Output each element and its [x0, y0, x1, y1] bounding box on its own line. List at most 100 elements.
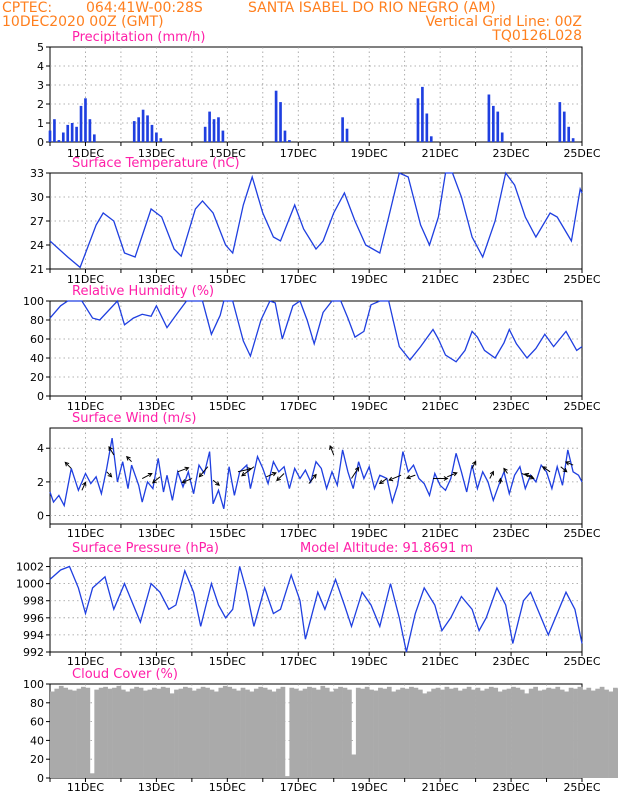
cloud-bar [338, 686, 343, 778]
temp-xtick-label: 11DEC [67, 273, 104, 286]
wind-xtick-label: 15DEC [209, 527, 246, 540]
wind-arrow [64, 461, 72, 469]
pressure-ytick-label: 996 [23, 612, 44, 625]
cloud-bar [369, 689, 374, 778]
cloud-bar [289, 687, 295, 778]
cloud-bar [156, 688, 162, 778]
precip-bar [70, 123, 74, 142]
cloud-xtick-label: 11DEC [67, 781, 104, 794]
cloud-bar [249, 691, 255, 778]
temp-panel: 21 24 27 30 33 11DEC 13DEC 15DEC 17DEC 19DEC 21DEC… [30, 156, 601, 286]
rh-xtick-label: 23DEC [493, 400, 530, 413]
rh-ytick-label: 100 [23, 295, 44, 308]
wind-arrow [198, 466, 209, 478]
pressure-frame [49, 557, 583, 653]
cloud-bar [298, 690, 303, 778]
cloud-bar [431, 688, 436, 778]
wind-arrow [181, 478, 193, 484]
cloud-bar [382, 688, 388, 778]
cloud-ytick-label: 0 [37, 772, 44, 785]
precip-xtick-label: 21DEC [422, 147, 459, 160]
cloud-bar [147, 689, 153, 778]
cloud-bar [134, 686, 139, 778]
cloud-bar [214, 691, 219, 778]
rh-xtick-label: 15DEC [209, 400, 246, 413]
cloud-bar [391, 691, 397, 778]
wind-xtick-label: 23DEC [493, 527, 530, 540]
cloud-bar [417, 689, 423, 778]
pressure-xtick-label: 19DEC [351, 655, 388, 668]
precip-bar [558, 102, 562, 142]
wind-arrow [433, 476, 449, 481]
cloud-bar [222, 685, 228, 778]
cloud-ytick-label: 20 [30, 753, 44, 766]
cloud-xtick-label: 15DEC [209, 781, 246, 794]
cloud-bar [573, 688, 578, 778]
cloud-xtick-label: 23DEC [493, 781, 530, 794]
cloud-bar [196, 688, 202, 778]
precip-bar [79, 105, 83, 142]
rh-xtick-label: 17DEC [280, 400, 317, 413]
precip-bar [53, 119, 56, 142]
cloud-bar [76, 688, 82, 778]
precip-bar [146, 115, 149, 142]
cloud-bar [590, 690, 596, 778]
cloud-bar [524, 693, 530, 778]
wind-arrow [560, 466, 568, 473]
precip-panel: 0 1 2 3 4 5 11DEC 13DEC 15DEC 17DEC 19DEC 21DEC 23DE… [37, 30, 601, 160]
precip-bar [150, 124, 154, 142]
wind-arrow [266, 471, 277, 478]
wind-arrow [276, 473, 285, 482]
wind-arrow [378, 478, 388, 485]
pressure-xtick-label: 23DEC [493, 655, 530, 668]
precip-ytick-label: 2 [37, 98, 44, 111]
cloud-bar [103, 686, 108, 778]
wind-line [49, 437, 583, 509]
temp-xtick-label: 21DEC [422, 273, 459, 286]
temp-title: Surface Temperature (nC) [72, 156, 240, 171]
wind-xtick-label: 21DEC [422, 527, 459, 540]
cloud-bar [480, 690, 485, 778]
cloud-bar [107, 688, 113, 778]
cloud-bar [568, 687, 574, 778]
temp-xtick-label: 15DEC [209, 273, 246, 286]
cloud-xtick-label: 17DEC [280, 781, 317, 794]
wind-arrow [126, 455, 132, 463]
cloud-bar [511, 686, 516, 778]
wind-arrow [498, 477, 503, 484]
cloud-bar [293, 688, 299, 778]
cloud-bar [258, 686, 264, 778]
precip-bar [221, 130, 225, 142]
cloud-bar [98, 687, 104, 778]
precip-bar [496, 111, 500, 142]
cloud-bar [316, 689, 321, 778]
cloud-bar [284, 776, 290, 778]
temp-line [49, 171, 583, 269]
cloud-bar [245, 689, 250, 778]
precip-xtick-label: 11DEC [67, 147, 104, 160]
cloud-bar [373, 690, 379, 778]
cloud-bar [151, 687, 157, 778]
temp-xtick-label: 17DEC [280, 273, 317, 286]
cloud-bar [457, 690, 463, 778]
cloud-bar [537, 690, 543, 778]
wind-arrow [212, 479, 220, 486]
rh-frame [49, 300, 583, 397]
cloud-bar [81, 686, 86, 778]
cloud-ytick-label: 40 [30, 734, 44, 747]
wind-frame [49, 427, 583, 525]
wind-arrow [241, 466, 255, 477]
rh-ytick-label: 60 [30, 333, 44, 346]
cloud-bar [422, 693, 428, 778]
precip-bar [217, 117, 220, 142]
cloud-bar [218, 687, 224, 778]
cloud-bar [586, 687, 592, 778]
wind-xtick-label: 19DEC [351, 527, 388, 540]
precip-bar [66, 124, 70, 142]
precip-bar [61, 132, 65, 142]
pressure-subtitle: Model Altitude: 91.8691 m [300, 541, 473, 556]
cloud-bar [262, 687, 268, 778]
cloud-bar [613, 687, 618, 778]
rh-title: Relative Humidity (%) [72, 284, 214, 299]
